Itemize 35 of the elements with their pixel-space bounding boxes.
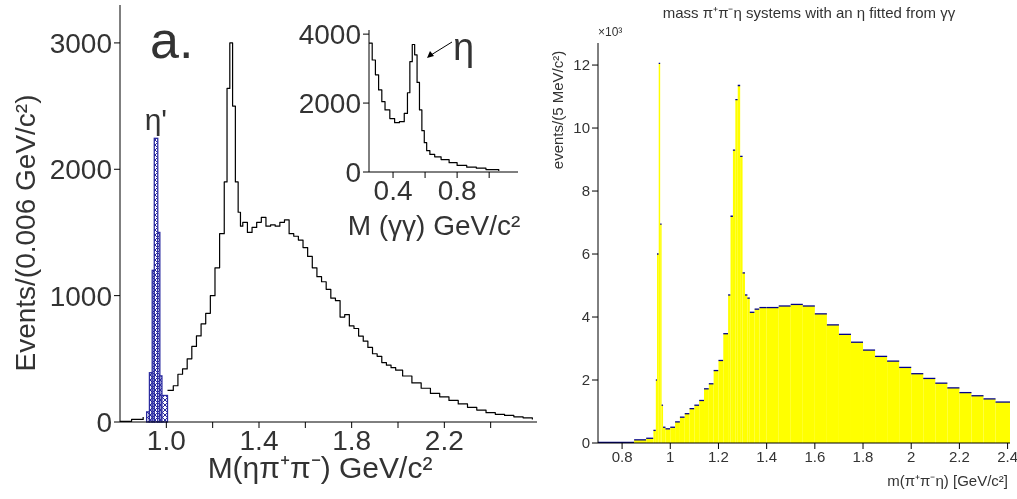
y-tick-label: 12 xyxy=(573,56,590,74)
y-axis-title: events/(5 MeV/c²) xyxy=(548,50,566,170)
annotation: a. xyxy=(150,11,194,69)
x-axis-title: m(π⁺π⁻η) [GeV/c²] xyxy=(887,471,1008,489)
x-tick-label: 2.2 xyxy=(948,447,970,465)
x-tick-label: 0.4 xyxy=(373,174,413,206)
x-tick-label: 1.8 xyxy=(852,447,874,465)
y-tick-label: 0 xyxy=(345,156,361,188)
y-tick-label: 4 xyxy=(581,308,590,326)
x-tick-label: 2.4 xyxy=(997,447,1017,465)
y-tick-label: 2 xyxy=(581,371,590,389)
y-tick-label: 0 xyxy=(96,406,112,438)
x-tick-label: 0.8 xyxy=(437,174,477,206)
x-axis-title: M (γγ) GeV/c² xyxy=(347,210,521,241)
y-axis-title: Events/(0.006 GeV/c²) xyxy=(10,94,41,372)
x-tick-label: 2 xyxy=(907,447,916,465)
x-tick-label: 1.0 xyxy=(146,424,186,456)
annotation: η xyxy=(453,26,475,68)
x-tick-label: 1.6 xyxy=(804,447,826,465)
y-tick-label: 8 xyxy=(581,182,590,200)
x-tick-label: 0.8 xyxy=(611,447,633,465)
y-tick-label: 2000 xyxy=(49,154,112,186)
chart-title: mass π⁺π⁻η systems with an η fitted from γγ xyxy=(662,3,956,21)
text: ×10³ xyxy=(598,25,623,39)
y-tick-label: 3000 xyxy=(49,27,112,59)
annotation: η' xyxy=(144,103,168,137)
y-tick-label: 6 xyxy=(581,245,590,263)
y-tick-label: 1000 xyxy=(49,280,112,312)
y-tick-label: 2000 xyxy=(298,88,361,120)
x-tick-label: 1 xyxy=(666,447,675,465)
y-tick-label: 4000 xyxy=(298,19,361,51)
x-tick-label: 1.2 xyxy=(708,447,729,465)
y-tick-label: 10 xyxy=(573,119,590,137)
x-tick-label: 1.4 xyxy=(756,447,778,465)
y-tick-label: 0 xyxy=(581,434,590,452)
